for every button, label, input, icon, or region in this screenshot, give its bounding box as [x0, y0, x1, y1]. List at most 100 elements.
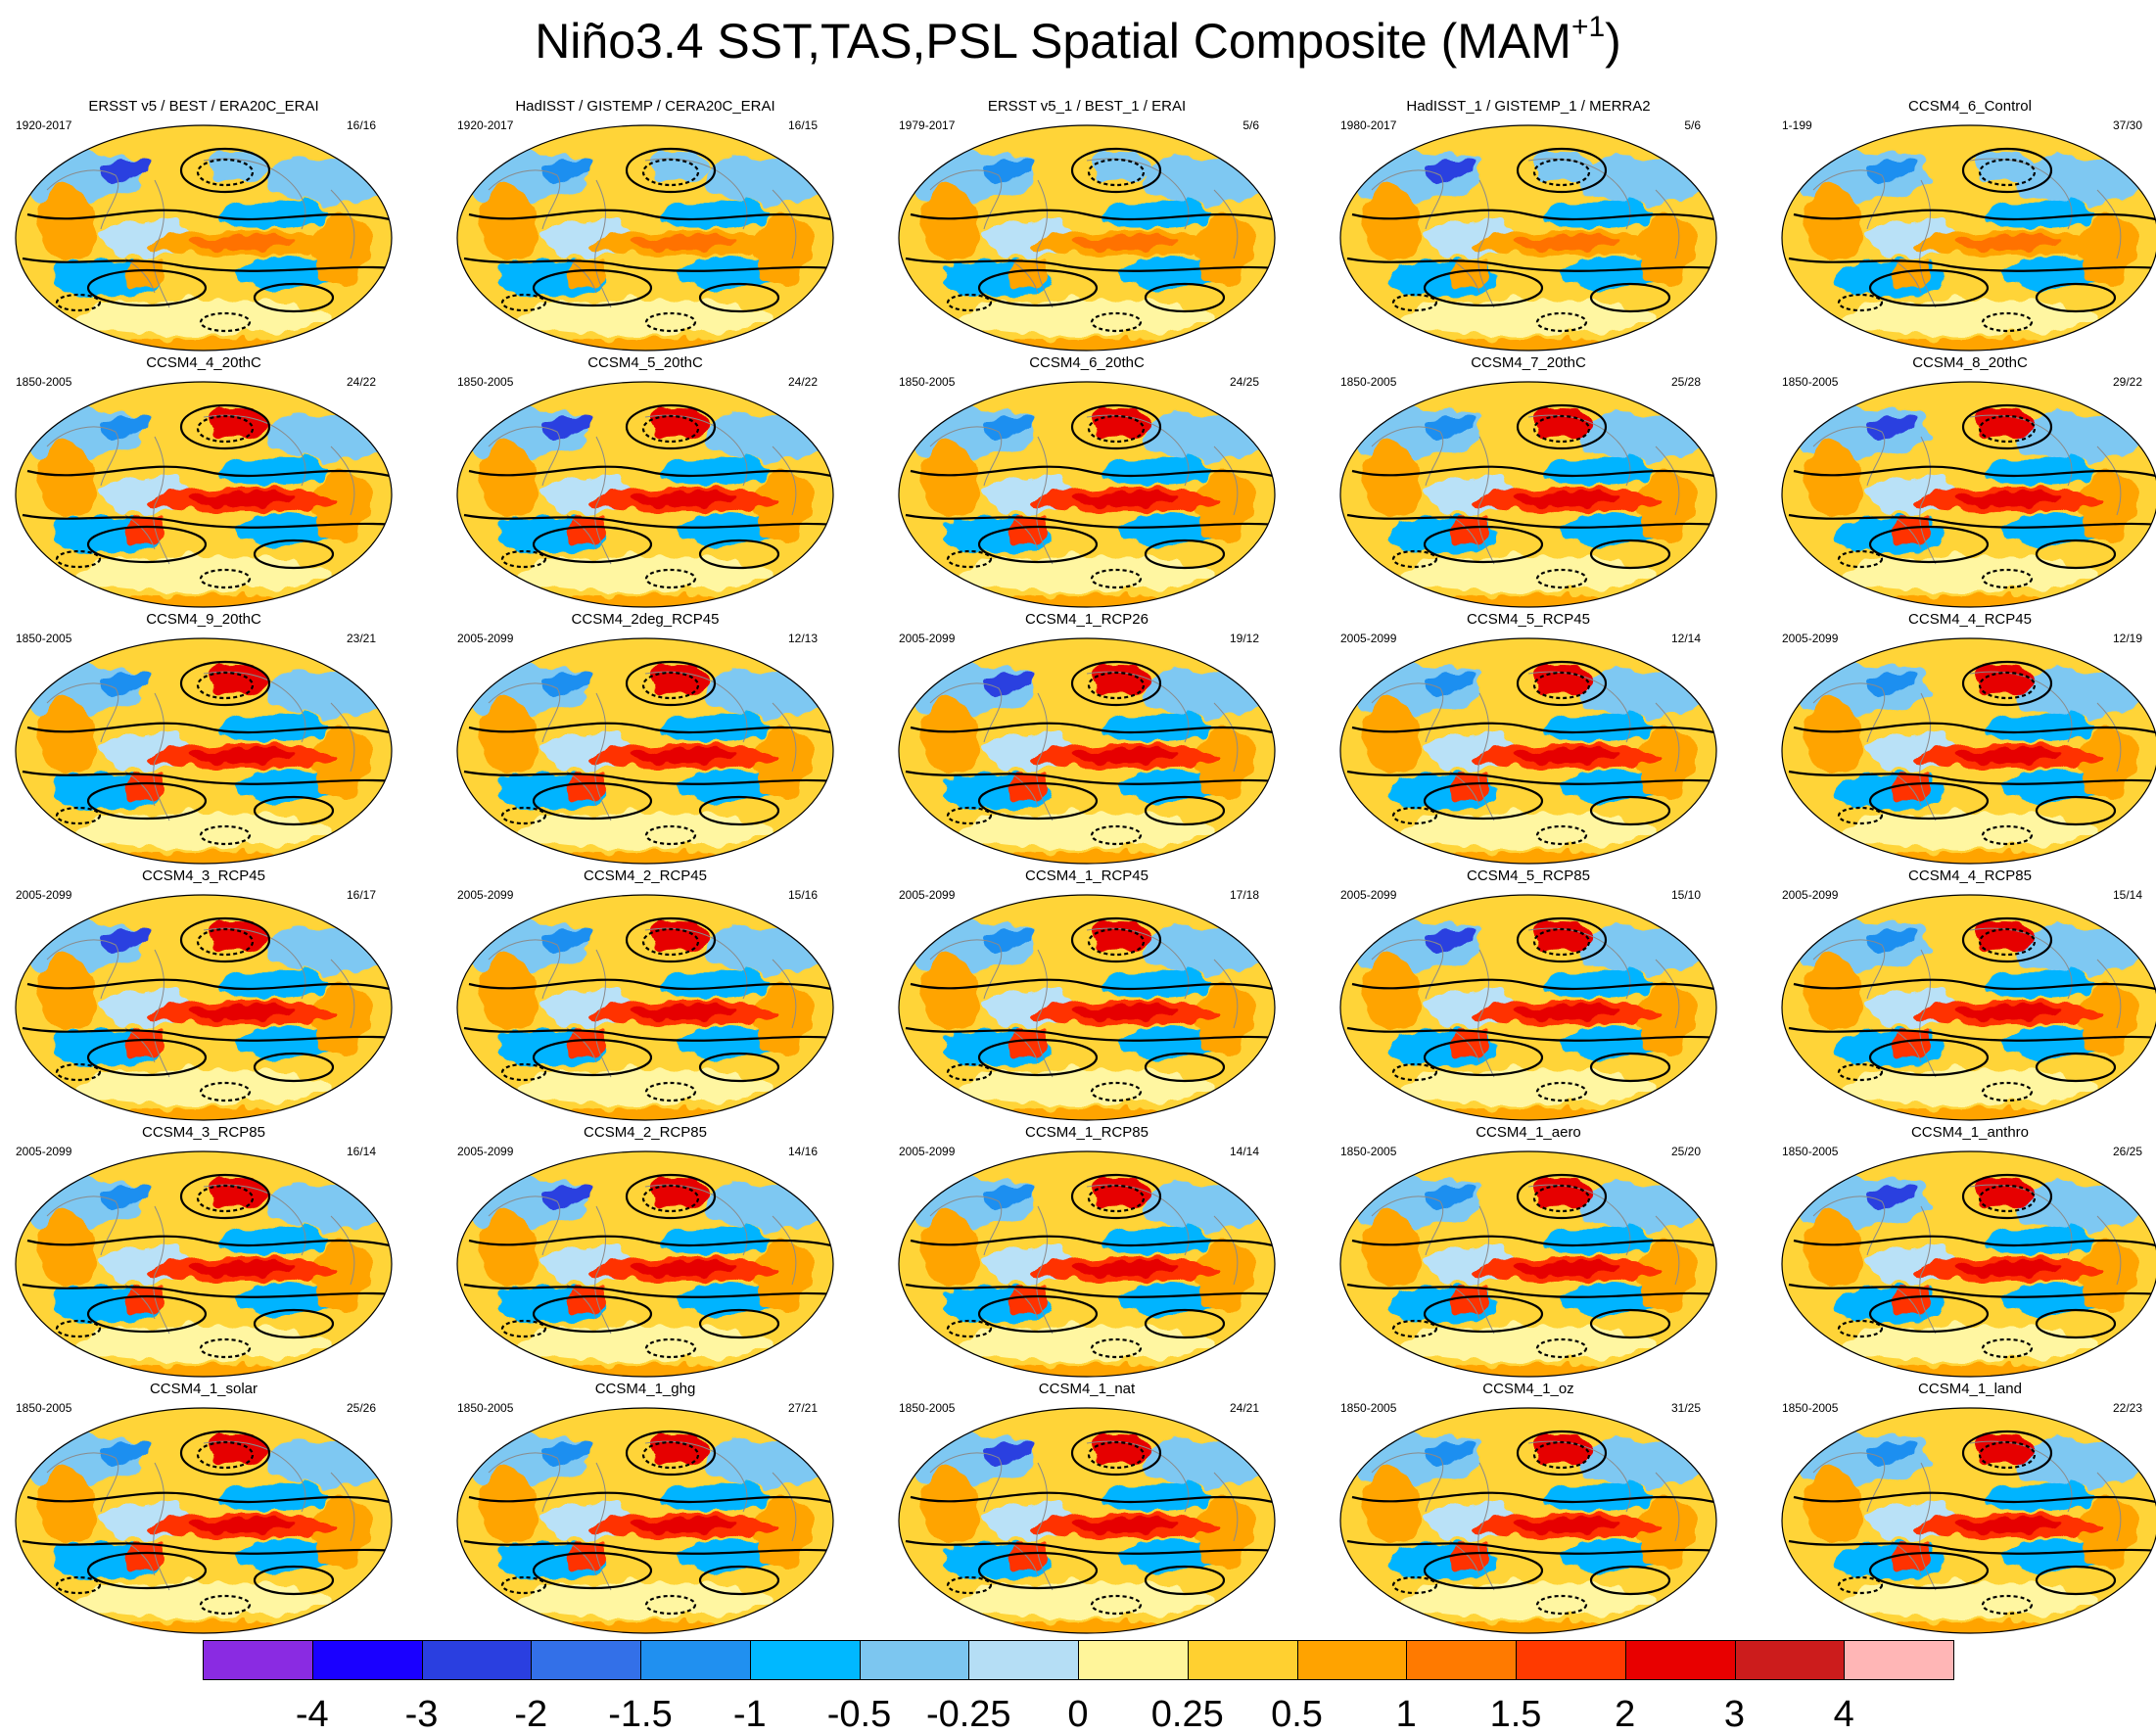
map-panel: CCSM4_7_20thC 1850-2005 25/28 — [1333, 354, 1724, 611]
anomaly-region — [1864, 1441, 1919, 1465]
anomaly-region — [518, 556, 773, 591]
colorbar-label: 0 — [1067, 1694, 1089, 1735]
anomaly-region — [920, 185, 979, 263]
anomaly-region — [1448, 1542, 1491, 1570]
psl-contour — [1391, 806, 1438, 825]
anomaly-region — [218, 457, 326, 485]
panel-count: 16/14 — [346, 1145, 376, 1158]
psl-contour — [2035, 1565, 2117, 1596]
anomaly-region — [703, 156, 830, 205]
psl-contour — [22, 257, 392, 272]
psl-contour — [1837, 1575, 1884, 1595]
psl-contour — [1535, 568, 1588, 589]
panel-title: CCSM4_3_RCP45 — [142, 868, 265, 884]
coastline — [1812, 1452, 1886, 1513]
coastline — [488, 939, 561, 1000]
anomaly-region — [1362, 185, 1421, 263]
colorbar-label: 0.25 — [1150, 1694, 1224, 1735]
globe-map — [1339, 124, 1717, 352]
anomaly-region — [1362, 698, 1421, 776]
psl-contour — [1351, 209, 1715, 221]
colorbar: -4 -3 -2 -1.5 -1 -0.5 -0.25 0 0.25 0.5 1 1.5 2 3 4 — [0, 1635, 2156, 1735]
anomaly-region — [98, 672, 153, 695]
anomaly-region — [2078, 727, 2136, 796]
anomaly-region — [1101, 201, 1209, 228]
psl-contour — [1793, 1491, 2156, 1504]
coastline — [203, 1440, 306, 1513]
anomaly-region — [703, 1182, 830, 1231]
anomaly-region — [1823, 1365, 2117, 1377]
psl-contour — [910, 465, 1274, 478]
panel-count: 12/13 — [787, 632, 818, 645]
coastline — [2096, 1472, 2122, 1542]
psl-contour — [1391, 1062, 1438, 1082]
anomaly-region — [631, 1006, 738, 1019]
globe-map — [456, 894, 834, 1121]
coastline — [1036, 179, 1054, 308]
panel-years: 2005-2099 — [457, 888, 514, 902]
anomaly-region — [189, 236, 297, 250]
anomaly-region — [1533, 1432, 1592, 1464]
psl-contour — [1087, 1440, 1146, 1470]
psl-contour — [1532, 671, 1591, 700]
coastline — [772, 702, 797, 773]
anomaly-region — [1543, 714, 1651, 741]
psl-contour — [1788, 770, 2156, 785]
psl-contour — [253, 282, 335, 313]
psl-contour — [1516, 916, 1608, 963]
coastline — [1812, 939, 1886, 1000]
anomaly-region — [1362, 442, 1421, 520]
anomaly-region — [680, 258, 777, 289]
anomaly-region — [311, 471, 370, 539]
psl-contour — [1589, 1052, 1671, 1083]
anomaly-region — [238, 1027, 336, 1058]
coastline — [1527, 927, 1631, 1000]
anomaly-region — [1578, 412, 1706, 461]
anomaly-region — [981, 159, 1036, 182]
psl-contour — [977, 781, 1099, 821]
psl-contour — [199, 1337, 252, 1359]
anomaly-region — [1823, 339, 2117, 351]
psl-contour — [1516, 1173, 1608, 1220]
colorbar-label: 1 — [1395, 1694, 1417, 1735]
psl-contour — [910, 1235, 1274, 1247]
psl-contour — [641, 927, 700, 957]
coastline — [330, 1215, 355, 1286]
coastline — [1036, 692, 1054, 821]
colorbar-label: 3 — [1723, 1694, 1746, 1735]
psl-contour — [463, 1283, 833, 1298]
coastline — [153, 179, 170, 308]
anomaly-region — [1864, 415, 1919, 439]
anomaly-region — [518, 1582, 773, 1618]
psl-contour — [196, 1440, 255, 1470]
anomaly-region — [565, 1029, 608, 1056]
globe-map — [456, 1150, 834, 1378]
anomaly-region — [265, 412, 392, 461]
anomaly-region — [123, 1029, 166, 1056]
colorbar-label: -4 — [295, 1694, 329, 1735]
map-border — [1339, 637, 1717, 865]
anomaly-region — [209, 663, 267, 694]
anomaly-region — [1975, 1176, 2034, 1207]
anomaly-region — [1514, 236, 1621, 250]
map-panel: ERSST v5 / BEST / ERA20C_ERAI 1920-2017 16… — [8, 98, 399, 354]
anomaly-region — [238, 771, 336, 802]
anomaly-region — [660, 970, 768, 998]
anomaly-region — [1955, 236, 2063, 250]
psl-contour — [1589, 795, 1671, 826]
map-panel: HadISST / GISTEMP / CERA20C_ERAI 1920-201… — [449, 98, 841, 354]
coastline — [330, 959, 355, 1029]
anomaly-region — [680, 514, 777, 545]
anomaly-region — [123, 773, 166, 800]
anomaly-region — [650, 919, 709, 951]
psl-contour — [1070, 1430, 1162, 1477]
psl-contour — [1070, 660, 1162, 707]
anomaly-region — [123, 259, 166, 287]
panel-title: CCSM4_1_oz — [1482, 1381, 1574, 1397]
anomaly-region — [218, 714, 326, 741]
psl-contour — [1788, 1283, 2156, 1298]
anomaly-region — [1423, 159, 1477, 182]
figure-title: Niño3.4 SST,TAS,PSL Spatial Composite (M… — [0, 12, 2156, 70]
coastline — [330, 702, 355, 773]
panel-count: 16/15 — [787, 118, 818, 132]
